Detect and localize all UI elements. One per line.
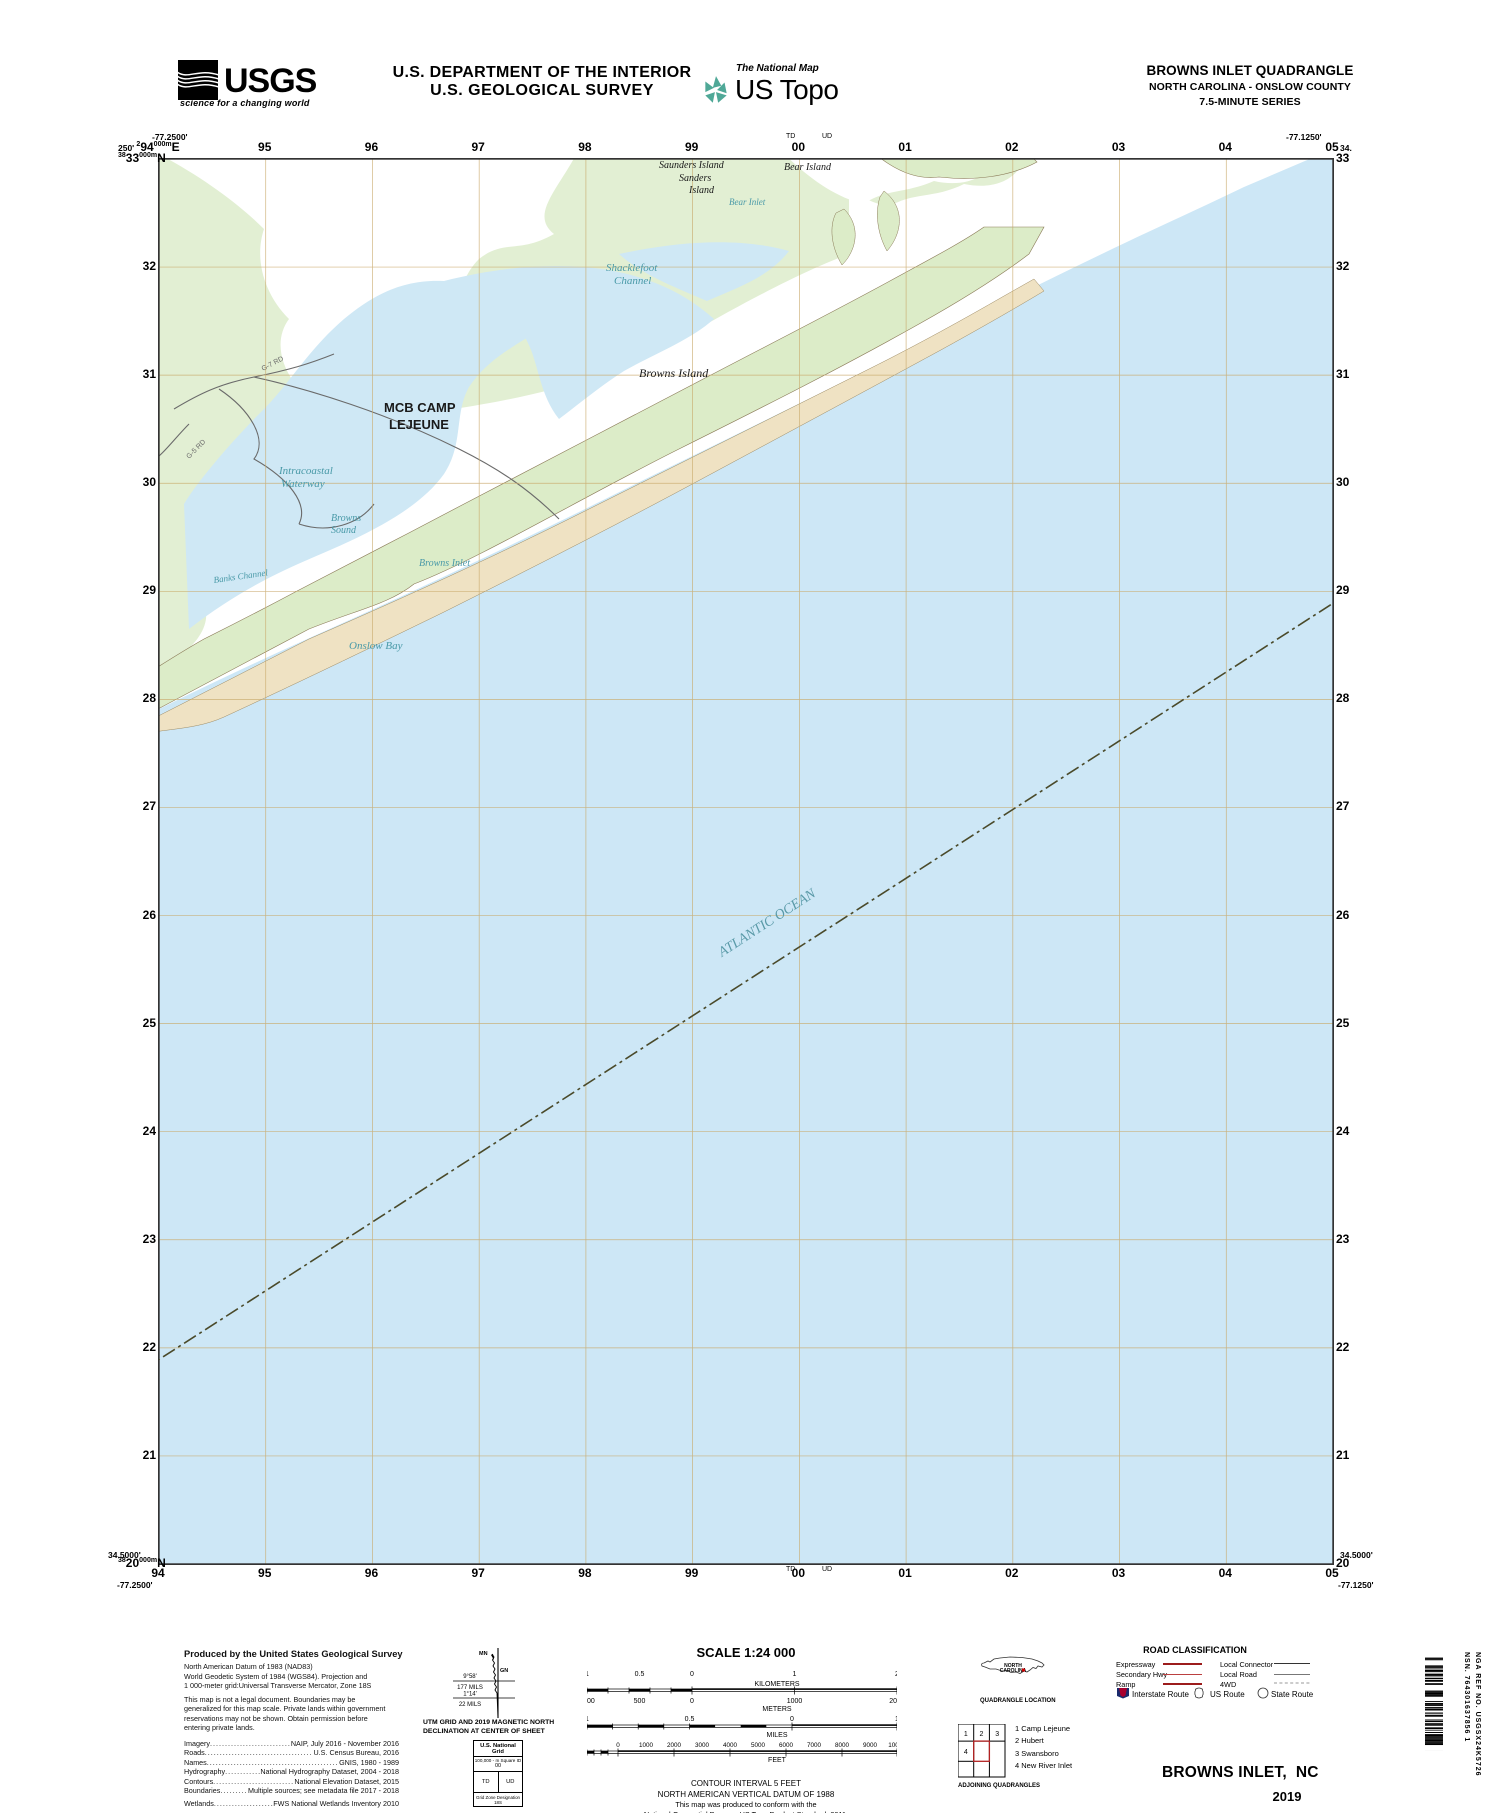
- svg-text:10000: 10000: [888, 1742, 897, 1749]
- svg-text:9000: 9000: [863, 1742, 878, 1749]
- svg-text:1: 1: [895, 1716, 897, 1723]
- svg-text:FEET: FEET: [768, 1757, 787, 1763]
- svg-text:Browns Island: Browns Island: [639, 366, 709, 380]
- svg-text:Sanders: Sanders: [679, 173, 711, 184]
- svg-text:1000: 1000: [587, 1698, 595, 1705]
- svg-text:1000: 1000: [787, 1698, 803, 1705]
- svg-text:Bear Island: Bear Island: [784, 162, 832, 173]
- svg-text:LEJEUNE: LEJEUNE: [389, 417, 449, 432]
- svg-text:MN: MN: [479, 1651, 488, 1657]
- svg-text:1: 1: [587, 1671, 589, 1678]
- svg-text:MILES: MILES: [766, 1732, 787, 1739]
- svg-text:METERS: METERS: [762, 1706, 792, 1713]
- svg-text:2000: 2000: [667, 1742, 682, 1749]
- svg-text:Channel: Channel: [614, 275, 651, 287]
- svg-text:Onslow Bay: Onslow Bay: [349, 640, 403, 652]
- svg-text:Sound: Sound: [331, 525, 357, 536]
- svg-text:500: 500: [634, 1698, 646, 1705]
- svg-text:0: 0: [690, 1698, 694, 1705]
- svg-text:Bear Inlet: Bear Inlet: [729, 197, 766, 207]
- svg-text:0.5: 0.5: [635, 1671, 645, 1678]
- svg-text:Saunders Island: Saunders Island: [659, 160, 725, 171]
- svg-text:1000: 1000: [639, 1742, 654, 1749]
- svg-text:0: 0: [690, 1671, 694, 1678]
- svg-text:Browns: Browns: [331, 513, 361, 524]
- svg-text:3: 3: [995, 1731, 999, 1738]
- svg-text:4000: 4000: [723, 1742, 738, 1749]
- svg-text:0: 0: [790, 1716, 794, 1723]
- svg-text:1: 1: [587, 1716, 589, 1723]
- svg-text:2000: 2000: [889, 1698, 897, 1705]
- svg-text:8000: 8000: [835, 1742, 850, 1749]
- svg-text:1: 1: [793, 1671, 797, 1678]
- svg-text:177 MILS: 177 MILS: [457, 1685, 483, 1691]
- svg-text:1°14': 1°14': [463, 1692, 477, 1698]
- svg-text:5000: 5000: [751, 1742, 766, 1749]
- svg-text:9°58': 9°58': [463, 1674, 477, 1680]
- svg-text:0: 0: [616, 1742, 620, 1749]
- svg-text:Shacklefoot: Shacklefoot: [606, 262, 658, 274]
- svg-text:GN: GN: [500, 1668, 508, 1674]
- svg-text:4: 4: [964, 1749, 968, 1756]
- svg-text:Island: Island: [688, 185, 715, 196]
- svg-text:MCB CAMP: MCB CAMP: [384, 400, 456, 415]
- svg-text:Browns Inlet: Browns Inlet: [419, 558, 470, 569]
- svg-text:22 MILS: 22 MILS: [459, 1702, 481, 1708]
- svg-text:KILOMETERS: KILOMETERS: [754, 1681, 799, 1688]
- svg-text:Waterway: Waterway: [281, 478, 325, 490]
- svg-text:0.5: 0.5: [685, 1716, 695, 1723]
- svg-text:2: 2: [895, 1671, 897, 1678]
- svg-text:7000: 7000: [807, 1742, 822, 1749]
- svg-text:Intracoastal: Intracoastal: [278, 465, 333, 477]
- svg-text:3000: 3000: [695, 1742, 710, 1749]
- svg-text:1: 1: [964, 1731, 968, 1738]
- svg-text:2: 2: [980, 1731, 984, 1738]
- svg-text:6000: 6000: [779, 1742, 794, 1749]
